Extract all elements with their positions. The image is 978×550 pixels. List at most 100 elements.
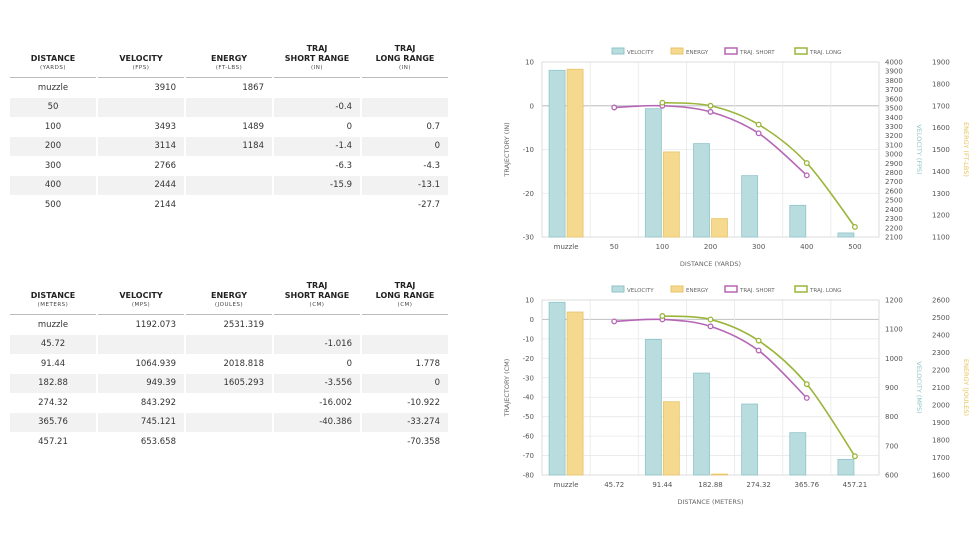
x-tick-label: 200 bbox=[704, 243, 717, 251]
energy-tick-label: 1900 bbox=[932, 419, 950, 427]
table-cell: 400 bbox=[10, 175, 96, 195]
energy-tick-label: 1600 bbox=[932, 124, 950, 132]
trajectory-point bbox=[803, 395, 810, 401]
trajectory-point bbox=[803, 160, 810, 167]
velocity-tick-label: 3200 bbox=[885, 132, 903, 140]
energy-bar bbox=[662, 401, 680, 476]
table-cell bbox=[98, 97, 184, 117]
x-tick-label: 500 bbox=[848, 243, 861, 251]
x-tick-label: 100 bbox=[656, 243, 669, 251]
x-axis-label: DISTANCE (METERS) bbox=[677, 498, 743, 506]
traj-long-series bbox=[659, 313, 858, 460]
ballistics-table-imperial: DISTANCE (YARDS) VELOCITY (FPS) ENERGY (FT-LB… bbox=[8, 44, 450, 215]
energy-bar bbox=[711, 218, 728, 238]
trajectory-point bbox=[659, 313, 666, 319]
left-tick-label: 0 bbox=[530, 102, 534, 110]
table-cell: 1184 bbox=[186, 136, 272, 156]
traj-long-series bbox=[659, 99, 858, 230]
chart-legend: VELOCITY ENERGY TRAJ. SHORT TRAJ. LONG bbox=[611, 47, 841, 56]
x-tick-label: muzzle bbox=[554, 243, 579, 251]
ballistics-chart-metric: VELOCITY ENERGY TRAJ. SHORT TRAJ. LONG 10 0 -1… bbox=[503, 285, 970, 506]
ballistics-chart-imperial: VELOCITY ENERGY TRAJ. SHORT TRAJ. LONG100-1… bbox=[503, 47, 970, 268]
column-header: VELOCITY (MPS) bbox=[98, 281, 184, 315]
column-unit: (FPS) bbox=[132, 65, 150, 71]
energy-tick-label: 2300 bbox=[932, 349, 950, 357]
trajectory-line bbox=[662, 101, 856, 228]
energy-bar bbox=[566, 68, 584, 238]
legend-label: ENERGY bbox=[686, 288, 709, 294]
table-cell: -0.4 bbox=[274, 97, 360, 117]
velocity-tick-label: 3300 bbox=[885, 123, 903, 131]
column-unit: (METERS) bbox=[37, 302, 69, 308]
table-cell: -10.922 bbox=[362, 393, 448, 413]
velocity-tick-label: 700 bbox=[885, 442, 898, 450]
column-header: TRAJ SHORT RANGE (CM) bbox=[274, 281, 360, 315]
energy-tick-label: 2500 bbox=[932, 314, 950, 322]
table-cell: 182.88 bbox=[10, 373, 96, 393]
x-tick-label: 365.76 bbox=[795, 481, 820, 489]
table-cell bbox=[186, 97, 272, 117]
legend-label: TRAJ. LONG bbox=[809, 50, 841, 56]
table-cell: -33.274 bbox=[362, 412, 448, 432]
legend-item: VELOCITY bbox=[611, 47, 654, 56]
table-row: 182.88 949.39 1605.293 -3.556 0 bbox=[10, 373, 448, 393]
energy-tick-label: 2600 bbox=[932, 297, 950, 305]
table-cell: 3114 bbox=[98, 136, 184, 156]
x-tick-label: 457.21 bbox=[843, 481, 868, 489]
left-tick-label: -30 bbox=[523, 234, 534, 242]
left-tick-label: -10 bbox=[523, 335, 534, 343]
energy-tick-label: 1100 bbox=[932, 234, 950, 242]
velocity-tick-label: 2700 bbox=[885, 178, 903, 186]
trajectory-point bbox=[707, 316, 714, 323]
table-cell: 0.7 bbox=[362, 117, 448, 137]
table-header-row: DISTANCE (YARDS) VELOCITY (FPS) ENERGY (FT-LB… bbox=[10, 44, 448, 78]
table-cell: 300 bbox=[10, 156, 96, 176]
table-cell bbox=[274, 432, 360, 452]
legend-label: VELOCITY bbox=[627, 50, 654, 56]
trajectory-point bbox=[611, 318, 618, 325]
velocity-tick-label: 3400 bbox=[885, 114, 903, 122]
table-row: 50 -0.4 bbox=[10, 97, 448, 117]
legend-item: ENERGY bbox=[670, 285, 709, 294]
bar-series bbox=[548, 68, 855, 238]
legend-swatch bbox=[794, 285, 808, 293]
legend-item: TRAJ. LONG bbox=[794, 47, 841, 56]
velocity-bar bbox=[644, 338, 662, 476]
column-header: ENERGY (FT-LBS) bbox=[186, 44, 272, 78]
energy-tick-label: 1700 bbox=[932, 454, 950, 462]
table-row: 200 3114 1184 -1.4 0 bbox=[10, 136, 448, 156]
x-tick-label: 50 bbox=[610, 243, 619, 251]
velocity-tick-label: 2100 bbox=[885, 234, 903, 242]
table-cell bbox=[186, 195, 272, 215]
left-tick-label: -50 bbox=[523, 413, 534, 421]
table-cell: -1.016 bbox=[274, 334, 360, 354]
velocity-tick-label: 3800 bbox=[885, 77, 903, 85]
column-unit: (FT-LBS) bbox=[215, 65, 243, 71]
trajectory-point bbox=[755, 130, 762, 137]
velocity-tick-label: 2500 bbox=[885, 197, 903, 205]
velocity-tick-label: 2900 bbox=[885, 160, 903, 168]
energy-bar bbox=[662, 151, 680, 238]
table-cell: 1192.073 bbox=[98, 315, 184, 335]
column-header: ENERGY (JOULES) bbox=[186, 281, 272, 315]
energy-tick-label: 2400 bbox=[932, 332, 950, 340]
table-cell: -40.386 bbox=[274, 412, 360, 432]
column-unit: (IN) bbox=[310, 65, 324, 71]
trajectory-point bbox=[851, 453, 858, 460]
legend-item: TRAJ. LONG bbox=[794, 285, 841, 294]
column-unit: (CM) bbox=[309, 302, 325, 308]
table-cell: 2766 bbox=[98, 156, 184, 176]
velocity-tick-label: 900 bbox=[885, 384, 898, 392]
table-cell bbox=[362, 97, 448, 117]
column-header: DISTANCE (YARDS) bbox=[10, 44, 96, 78]
velocity-tick-label: 4000 bbox=[885, 59, 903, 67]
table-cell: 0 bbox=[362, 136, 448, 156]
velocity-tick-label: 2400 bbox=[885, 206, 903, 214]
column-unit: (YARDS) bbox=[39, 65, 67, 71]
trajectory-line bbox=[662, 315, 856, 457]
velocity-tick-label: 2200 bbox=[885, 224, 903, 232]
energy-tick-label: 1800 bbox=[932, 437, 950, 445]
column-unit: (IN) bbox=[398, 65, 412, 71]
left-tick-label: 0 bbox=[530, 316, 534, 324]
x-tick-label: 400 bbox=[800, 243, 813, 251]
